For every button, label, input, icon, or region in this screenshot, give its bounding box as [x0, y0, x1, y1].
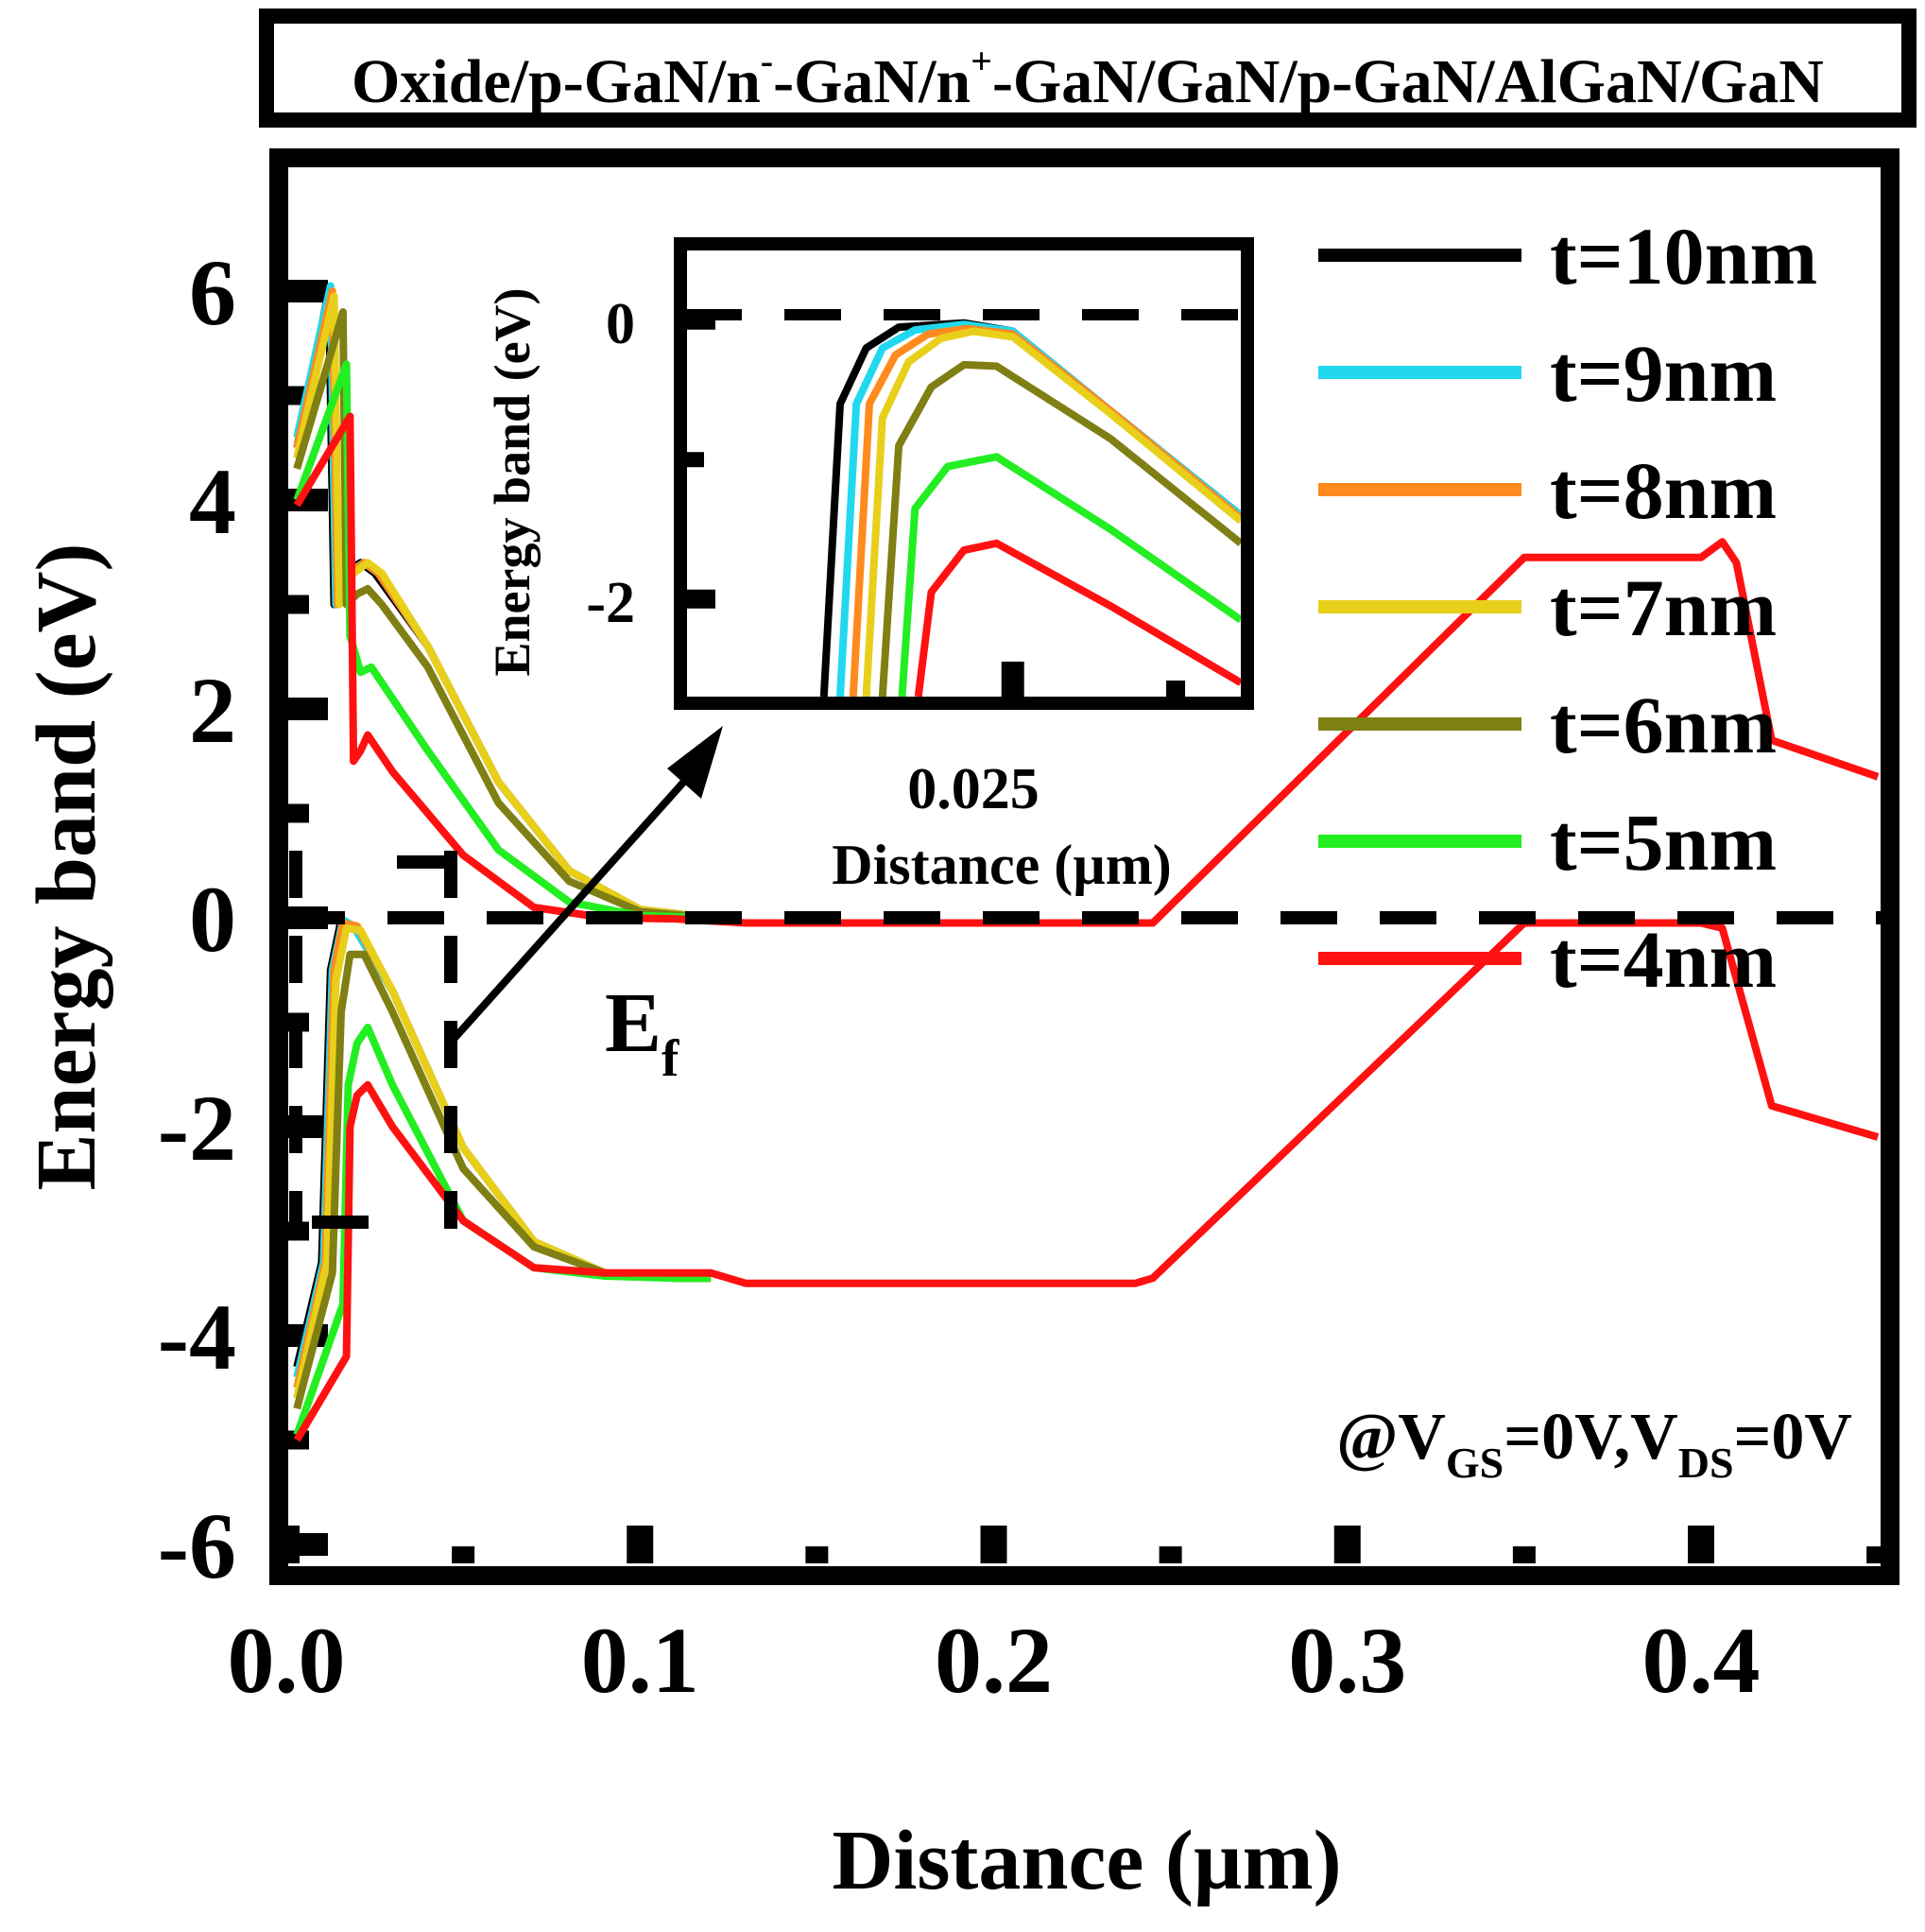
legend-label: t=8nm	[1550, 445, 1777, 536]
bias-condition: @VGS=0V,VDS=0V	[1336, 1401, 1852, 1487]
inset-series-line	[878, 360, 1244, 698]
title-box	[259, 9, 1916, 128]
inset-arrow-line	[446, 772, 693, 1047]
x-minor-tick	[452, 1546, 475, 1563]
x-minor-tick	[1866, 1546, 1890, 1563]
x-tick-label: 0.3	[1288, 1608, 1406, 1713]
inset-arrow-head	[667, 726, 723, 799]
x-tick-label: 0.2	[935, 1608, 1053, 1713]
x-major-tick	[627, 1526, 654, 1563]
inset-series-line	[898, 453, 1244, 698]
y-tick-label: 4	[189, 449, 236, 554]
inset-y-minor-tick	[687, 452, 704, 468]
x-major-tick	[1688, 1526, 1714, 1563]
inset-x-label: Distance (µm)	[832, 834, 1171, 896]
inset-y-label: Energy band (eV)	[484, 287, 541, 676]
fermi-label: Ef	[605, 976, 679, 1087]
inset-series	[819, 319, 1244, 698]
y-tick-label: 2	[189, 658, 236, 763]
y-major-tick	[288, 1533, 328, 1556]
main-ticks: 0.0 0.1 0.2 0.3 0.4 -6 -4 -2 0 2 4 6	[158, 240, 1890, 1713]
inset-ticks: 0 -2	[586, 292, 1186, 698]
inset-x-tick	[1001, 662, 1024, 698]
series-line-cb	[293, 412, 1880, 927]
legend-label: t=5nm	[1550, 797, 1777, 888]
legend: t=10nm t=9nm t=8nm t=7nm t=6nm t=5nm t=4nm	[1318, 211, 1817, 1005]
y-major-tick	[288, 698, 328, 720]
x-tick-label: 0.0	[228, 1608, 346, 1713]
inset-y-tick	[687, 589, 715, 609]
legend-label: t=7nm	[1550, 562, 1777, 653]
y-minor-tick	[288, 595, 309, 614]
x-minor-tick	[1512, 1546, 1536, 1563]
x-minor-tick	[805, 1546, 829, 1563]
inset-y-tick	[687, 310, 715, 330]
y-major-tick	[288, 280, 328, 302]
legend-label: t=9nm	[1550, 328, 1777, 419]
y-tick-label: -4	[158, 1285, 236, 1389]
plot-frame	[269, 148, 1899, 1585]
x-tick-label: 0.4	[1642, 1608, 1761, 1713]
legend-label: t=10nm	[1550, 211, 1817, 302]
inset-y-tick-label: 0	[606, 292, 635, 356]
y-tick-label: -2	[158, 1076, 236, 1181]
inset-frame	[674, 237, 1254, 710]
y-tick-label: -6	[158, 1493, 236, 1598]
inset-series-line	[914, 539, 1244, 698]
inset-x-minor-tick	[1166, 681, 1186, 698]
x-axis-label: Distance (µm)	[832, 1814, 1341, 1907]
x-major-tick	[980, 1526, 1007, 1563]
y-tick-label: 0	[189, 867, 236, 972]
inset-y-tick-label: -2	[586, 571, 635, 635]
x-minor-tick	[1159, 1546, 1182, 1563]
legend-label: t=4nm	[1550, 914, 1777, 1005]
x-tick-label: 0.1	[581, 1608, 699, 1713]
y-axis-label: Energy band (eV)	[20, 543, 113, 1190]
legend-label: t=6nm	[1550, 680, 1777, 770]
inset-x-tick-label: 0.025	[907, 757, 1040, 821]
chart-title: Oxide/p-GaN/n--GaN/n+-GaN/GaN/p-GaN/AlGa…	[352, 40, 1824, 116]
inset-series-line	[862, 327, 1244, 698]
y-minor-tick	[288, 803, 309, 823]
x-major-tick	[1333, 1526, 1361, 1563]
inset-chart: 0 -2 Energy band (eV) Distance (µm) 0.025	[484, 237, 1254, 896]
y-tick-label: 6	[189, 240, 236, 345]
